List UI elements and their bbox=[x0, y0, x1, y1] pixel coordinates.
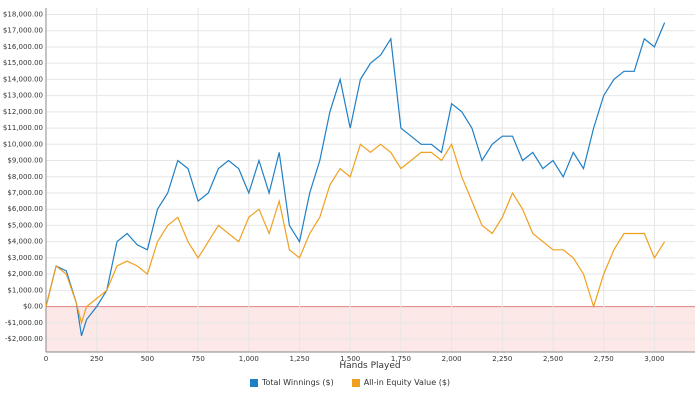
y-tick-label: $17,000.00 bbox=[3, 27, 43, 35]
x-tick-label: 500 bbox=[141, 355, 154, 363]
legend: Total Winnings ($) All-in Equity Value ($… bbox=[0, 378, 700, 387]
x-tick-label: 2,250 bbox=[492, 355, 512, 363]
y-tick-label: $11,000.00 bbox=[3, 124, 43, 132]
series-line bbox=[45, 22, 666, 336]
chart: Hands Played -$2,000.00 -$1,000.00 $0.00 $1… bbox=[3, 8, 695, 370]
y-tick-label: $2,000.00 bbox=[7, 270, 43, 278]
y-tick-label: $7,000.00 bbox=[7, 189, 43, 197]
y-tick-label: $9,000.00 bbox=[7, 157, 43, 165]
y-tick-label: $8,000.00 bbox=[7, 173, 43, 181]
y-tick-label: $10,000.00 bbox=[3, 140, 43, 148]
x-tick-label: 1,500 bbox=[340, 355, 360, 363]
x-tick-label: 3,000 bbox=[644, 355, 664, 363]
x-tick-label: 2,750 bbox=[594, 355, 614, 363]
y-tick-label: $1,000.00 bbox=[7, 286, 43, 294]
x-tick-label: 1,000 bbox=[239, 355, 259, 363]
negative-region bbox=[46, 306, 695, 352]
legend-label: Total Winnings ($) bbox=[261, 378, 334, 387]
y-tick-label: $12,000.00 bbox=[3, 108, 43, 116]
x-tick-label: 2,000 bbox=[442, 355, 462, 363]
y-tick-label: $14,000.00 bbox=[3, 75, 43, 83]
series-line bbox=[45, 142, 666, 325]
y-tick-label: $3,000.00 bbox=[7, 254, 43, 262]
x-tick-label: 2,500 bbox=[543, 355, 563, 363]
y-tick-label: $15,000.00 bbox=[3, 59, 43, 67]
x-tick-label: 250 bbox=[90, 355, 103, 363]
legend-label: All-in Equity Value ($) bbox=[363, 378, 451, 387]
y-tick-label: $0.00 bbox=[23, 303, 43, 311]
legend-item[interactable]: Total Winnings ($) bbox=[249, 378, 334, 387]
legend-swatch bbox=[351, 378, 360, 387]
y-tick-label: $6,000.00 bbox=[7, 205, 43, 213]
legend-item[interactable]: All-in Equity Value ($) bbox=[351, 378, 451, 387]
y-tick-label: -$1,000.00 bbox=[5, 319, 43, 327]
x-tick-label: 1,250 bbox=[289, 355, 309, 363]
y-tick-label: $16,000.00 bbox=[3, 43, 43, 51]
x-axis-label: Hands Played bbox=[339, 361, 400, 370]
x-tick-label: 0 bbox=[44, 355, 48, 363]
x-tick-label: 750 bbox=[191, 355, 204, 363]
y-tick-label: $18,000.00 bbox=[3, 10, 43, 18]
y-tick-label: $5,000.00 bbox=[7, 221, 43, 229]
legend-swatch bbox=[249, 378, 258, 387]
y-tick-label: $4,000.00 bbox=[7, 238, 43, 246]
y-tick-label: -$2,000.00 bbox=[5, 335, 43, 343]
x-tick-label: 1,750 bbox=[391, 355, 411, 363]
y-tick-label: $13,000.00 bbox=[3, 92, 43, 100]
